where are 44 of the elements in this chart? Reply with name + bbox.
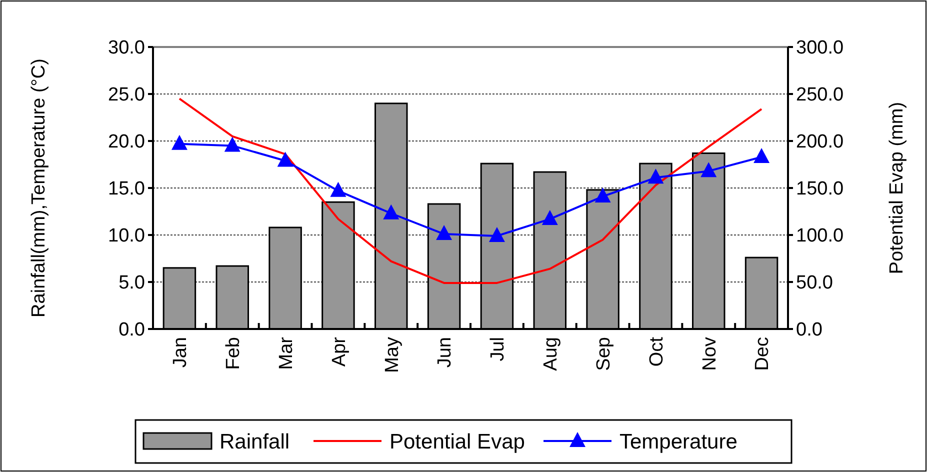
x-tick-label: Jun [434, 337, 456, 368]
y-tick-label: 15.0 [108, 178, 145, 200]
x-tick-label: Oct [646, 336, 668, 367]
point [488, 226, 505, 242]
point [330, 182, 346, 197]
y-tick-label: 5.0 [118, 272, 145, 294]
y-tick-label: 0.0 [118, 320, 145, 341]
line-series [178, 98, 763, 284]
x-tick-label: Apr [328, 336, 350, 367]
point [171, 134, 188, 150]
y2-tick-label: 50.0 [796, 272, 833, 294]
point [224, 136, 240, 152]
point [594, 187, 611, 202]
y2-tick-label: 250.0 [796, 84, 844, 106]
point [277, 152, 294, 167]
x-tick-label: Sep [593, 337, 614, 371]
x-tick-label: Nov [699, 336, 720, 371]
x-tick-label: Aug [540, 337, 562, 371]
y-tick-label: 20.0 [108, 132, 145, 153]
x-tick-label: Jan [170, 337, 192, 368]
y-tick-label: 30.0 [108, 38, 145, 59]
x-tick-label: Dec [752, 337, 774, 371]
x-tick-label: May [382, 336, 403, 373]
y-axis-title: Rainfall(mm),Temperature (°C) [28, 58, 50, 318]
x-tick-label: Feb [223, 337, 244, 370]
point [542, 210, 558, 226]
x-tick-label: Jul [488, 337, 509, 362]
y2-tick-label: 100.0 [796, 226, 844, 247]
legend-label: Potential Evap [390, 430, 525, 454]
y2-tick-label: 200.0 [796, 132, 844, 153]
point [436, 225, 452, 240]
legend-label: Rainfall [220, 430, 290, 454]
point [700, 162, 717, 178]
y2-tick-label: 0.0 [796, 320, 822, 341]
y-tick-label: 25.0 [108, 84, 145, 106]
point [648, 168, 664, 184]
y2-tick-label: 300.0 [796, 38, 844, 59]
y-tick-label: 10.0 [108, 226, 145, 247]
point [383, 204, 400, 220]
point [754, 148, 770, 163]
legend-label: Temperature [620, 430, 738, 454]
x-tick-label: Mar [276, 336, 297, 370]
y2-tick-label: 150.0 [796, 178, 844, 200]
y2-axis-title: Potential Evap (mm) [886, 102, 908, 274]
